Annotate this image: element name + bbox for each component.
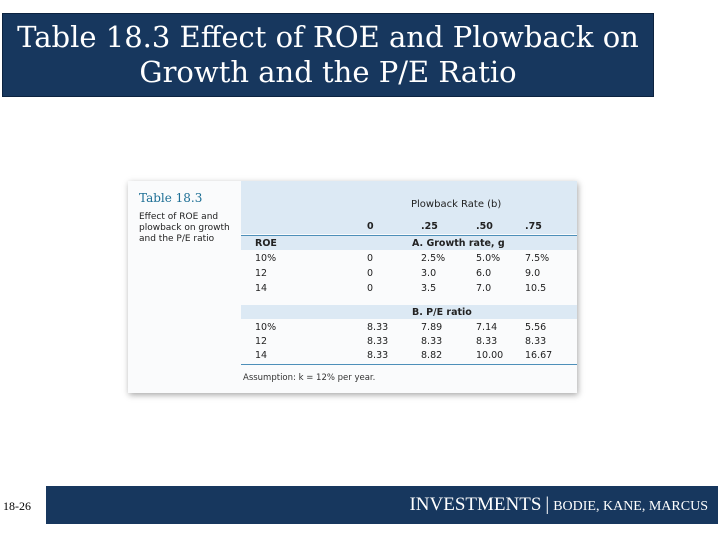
table-cell: 2.5% xyxy=(421,253,446,264)
column-header: .25 xyxy=(421,221,438,232)
header-band xyxy=(241,181,577,234)
section-b-band xyxy=(241,305,577,319)
footer-authors: BODIE, KANE, MARCUS xyxy=(553,499,708,514)
table-cell: 10% xyxy=(255,253,277,264)
table-cell: 0 xyxy=(367,253,374,264)
column-header: 0 xyxy=(367,221,374,232)
table-cell: 8.82 xyxy=(421,350,443,361)
table-footnote: Assumption: k = 12% per year. xyxy=(243,373,376,383)
table-cell: 10.5 xyxy=(525,283,547,294)
table-cell: 8.33 xyxy=(421,336,443,347)
table-cell: 5.56 xyxy=(525,322,547,333)
table-cell: 5.0% xyxy=(476,253,501,264)
table-cell: 12 xyxy=(255,336,268,347)
table-cell: 8.33 xyxy=(367,336,389,347)
plowback-header: Plowback Rate (b) xyxy=(411,199,502,210)
table-cell: 0 xyxy=(367,283,374,294)
column-header: .50 xyxy=(476,221,493,232)
header-rule xyxy=(241,235,577,236)
table-cell: 3.5 xyxy=(421,283,437,294)
table-cell: 7.89 xyxy=(421,322,443,333)
section-a-header: A. Growth rate, g xyxy=(412,238,505,249)
title-line-1: Table 18.3 Effect of ROE and Plowback on xyxy=(17,20,639,54)
footer-separator: | xyxy=(545,494,550,515)
table-cell: 7.0 xyxy=(476,283,492,294)
table-cell: 8.33 xyxy=(476,336,498,347)
table-cell: 16.67 xyxy=(525,350,553,361)
table-cell: 10.00 xyxy=(476,350,504,361)
table-cell: 8.33 xyxy=(525,336,547,347)
table-cell: 8.33 xyxy=(367,322,389,333)
footer-text: INVESTMENTS | BODIE, KANE, MARCUS xyxy=(409,494,708,516)
bottom-rule xyxy=(241,364,577,365)
table-label: Table 18.3 xyxy=(139,191,203,205)
page-number: 18-26 xyxy=(3,499,31,513)
table-image: Table 18.3 Effect of ROE and plowback on… xyxy=(128,181,577,393)
table-cell: 6.0 xyxy=(476,268,492,279)
table-cell: 8.33 xyxy=(367,350,389,361)
table-cell: 7.14 xyxy=(476,322,498,333)
section-a-band xyxy=(241,236,577,250)
table-cell: 14 xyxy=(255,350,268,361)
table-cell: 10% xyxy=(255,322,277,333)
table-cell: 9.0 xyxy=(525,268,541,279)
table-cell: 7.5% xyxy=(525,253,550,264)
column-header: .75 xyxy=(525,221,542,232)
table-cell: 3.0 xyxy=(421,268,437,279)
roe-header: ROE xyxy=(255,238,277,249)
section-b-header: B. P/E ratio xyxy=(412,307,472,318)
table-caption-panel: Table 18.3 Effect of ROE and plowback on… xyxy=(128,181,241,393)
table-cell: 0 xyxy=(367,268,374,279)
footer-book-title: INVESTMENTS xyxy=(409,494,542,515)
table-cell: 12 xyxy=(255,268,268,279)
table-caption: Effect of ROE and plowback on growth and… xyxy=(139,212,230,244)
title-line-2: Growth and the P/E Ratio xyxy=(139,55,517,89)
slide-title: Table 18.3 Effect of ROE and Plowback on… xyxy=(2,13,654,97)
table-cell: 14 xyxy=(255,283,268,294)
footer-bar: INVESTMENTS | BODIE, KANE, MARCUS xyxy=(46,486,718,524)
data-table: Plowback Rate (b) 0 .25 .50 .75 ROE A. G… xyxy=(241,181,577,365)
